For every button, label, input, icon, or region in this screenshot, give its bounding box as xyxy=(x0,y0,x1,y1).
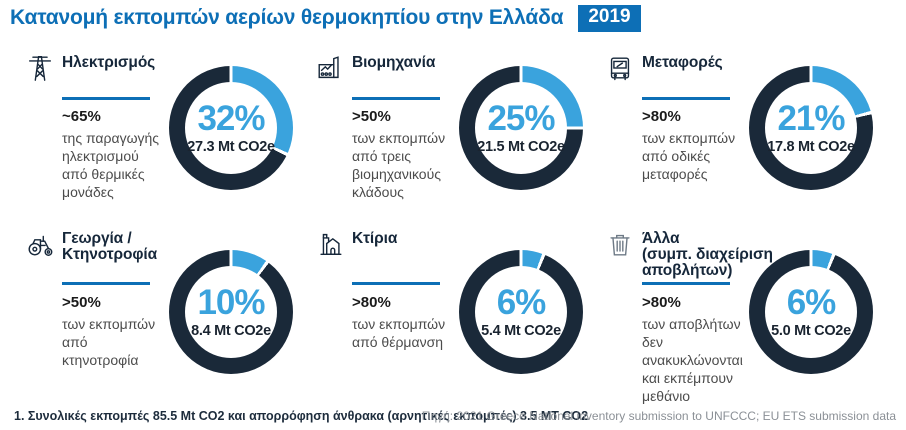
donut-percent: 32% xyxy=(197,99,265,138)
divider-line xyxy=(352,282,440,285)
donut-percent: 6% xyxy=(786,283,837,322)
divider-line xyxy=(352,97,440,100)
donut-percent: 6% xyxy=(496,283,547,322)
sector-description: των εκπομπών από θέρμανση xyxy=(352,316,446,350)
trash-bin-icon xyxy=(605,229,637,261)
power-pylon-icon xyxy=(25,53,57,85)
donut-chart-electricity: 32% 27.3 Mt CO2e xyxy=(169,66,293,190)
sector-description: των εκπομπών από τρεις βιομηχανικούς κλά… xyxy=(352,130,446,200)
donut-center: 6% 5.4 Mt CO2e xyxy=(475,266,567,358)
divider-line xyxy=(62,97,150,100)
donut-center: 6% 5.0 Mt CO2e xyxy=(765,266,857,358)
buildings-icon xyxy=(315,229,347,261)
sector-card-other-waste: Άλλα (συμπ. διαχείριση αποβλήτων) >80% τ… xyxy=(605,228,889,404)
sector-title: Μεταφορές xyxy=(642,54,723,71)
sector-description: της παραγωγής ηλεκτρισμού από θερμικές μ… xyxy=(62,130,160,200)
donut-amount: 5.4 Mt CO2e xyxy=(481,323,561,339)
sector-card-buildings: Κτίρια >80% των εκπομπών από θέρμανση 6%… xyxy=(315,228,599,404)
sector-card-industry: Βιομηχανία >50% των εκπομπών από τρεις β… xyxy=(315,52,599,224)
donut-percent: 21% xyxy=(777,99,845,138)
donut-chart-buildings: 6% 5.4 Mt CO2e xyxy=(459,250,583,374)
sector-title: Βιομηχανία xyxy=(352,54,436,71)
tractor-icon xyxy=(25,229,57,261)
sector-card-transport: Μεταφορές >80% των εκπομπών από οδικές μ… xyxy=(605,52,889,224)
donut-amount: 5.0 Mt CO2e xyxy=(771,323,851,339)
donut-center: 32% 27.3 Mt CO2e xyxy=(185,82,277,174)
donut-chart-transport: 21% 17.8 Mt CO2e xyxy=(749,66,873,190)
divider-line xyxy=(62,282,150,285)
header: Κατανομή εκπομπών αερίων θερμοκηπίου στη… xyxy=(10,5,641,32)
sector-stats: >80% των εκπομπών από οδικές μεταφορές xyxy=(642,108,764,183)
donut-chart-agriculture: 10% 8.4 Mt CO2e xyxy=(169,250,293,374)
sector-stat: >50% xyxy=(62,294,101,311)
sector-stat: >80% xyxy=(642,294,681,311)
sector-stats: ~65% της παραγωγής ηλεκτρισμού από θερμι… xyxy=(62,108,184,201)
bus-icon xyxy=(605,53,637,85)
sector-stat: ~65% xyxy=(62,108,101,125)
donut-center: 10% 8.4 Mt CO2e xyxy=(185,266,277,358)
sector-stats: >50% των εκπομπών από κτηνοτροφία xyxy=(62,294,184,369)
sector-stat: >80% xyxy=(352,294,391,311)
sector-description: των αποβλήτων δεν ανακυκλώνονται και εκπ… xyxy=(642,316,743,404)
sector-description: των εκπομπών από οδικές μεταφορές xyxy=(642,130,736,182)
sector-stats: >80% των εκπομπών από θέρμανση xyxy=(352,294,474,351)
donut-center: 25% 21.5 Mt CO2e xyxy=(475,82,567,174)
donut-amount: 8.4 Mt CO2e xyxy=(191,323,271,339)
sector-title: Γεωργία / Κτηνοτροφία xyxy=(62,230,158,263)
sector-stat: >50% xyxy=(352,108,391,125)
factory-icon xyxy=(315,53,347,85)
sector-card-agriculture: Γεωργία / Κτηνοτροφία >50% των εκπομπών … xyxy=(25,228,309,404)
donut-amount: 21.5 Mt CO2e xyxy=(477,139,565,155)
donut-center: 21% 17.8 Mt CO2e xyxy=(765,82,857,174)
page-title: Κατανομή εκπομπών αερίων θερμοκηπίου στη… xyxy=(10,6,564,30)
donut-percent: 25% xyxy=(487,99,555,138)
sector-stat: >80% xyxy=(642,108,681,125)
donut-amount: 27.3 Mt CO2e xyxy=(187,139,275,155)
donut-chart-industry: 25% 21.5 Mt CO2e xyxy=(459,66,583,190)
donut-percent: 10% xyxy=(197,283,265,322)
divider-line xyxy=(642,97,730,100)
sector-stats: >80% των αποβλήτων δεν ανακυκλώνονται κα… xyxy=(642,294,764,405)
sector-stats: >50% των εκπομπών από τρεις βιομηχανικού… xyxy=(352,108,474,201)
sector-title: Άλλα (συμπ. διαχείριση αποβλήτων) xyxy=(642,230,773,279)
footnote: 1. Συνολικές εκπομπές 85.5 Mt CO2 και απ… xyxy=(14,409,589,423)
sector-card-electricity: Ηλεκτρισμός ~65% της παραγωγής ηλεκτρισμ… xyxy=(25,52,309,224)
sector-title: Ηλεκτρισμός xyxy=(62,54,156,71)
donut-chart-other-waste: 6% 5.0 Mt CO2e xyxy=(749,250,873,374)
sector-description: των εκπομπών από κτηνοτροφία xyxy=(62,316,156,368)
divider-line xyxy=(642,282,730,285)
sector-title: Κτίρια xyxy=(352,230,398,247)
donut-amount: 17.8 Mt CO2e xyxy=(767,139,855,155)
year-badge: 2019 xyxy=(578,5,641,32)
source-note: Πηγή: 2021 Greece National inventory sub… xyxy=(421,409,896,423)
